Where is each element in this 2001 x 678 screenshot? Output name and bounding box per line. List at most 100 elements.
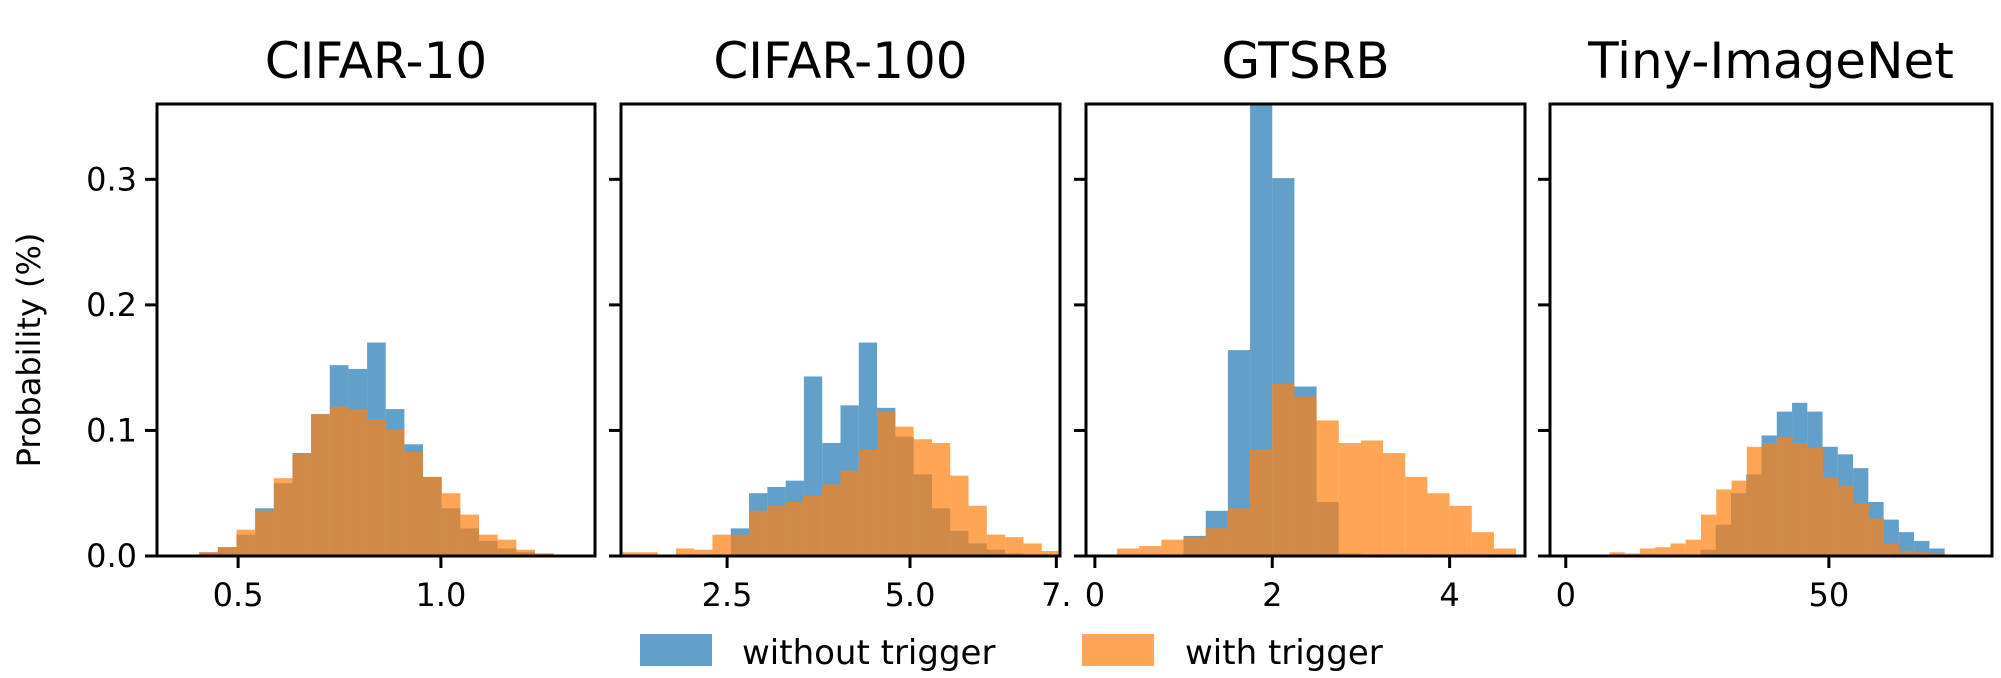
bar (1449, 505, 1472, 556)
bar (621, 552, 640, 556)
legend-swatch-without-trigger (640, 634, 712, 666)
bar (367, 419, 386, 556)
bar (913, 439, 932, 556)
bar (1227, 350, 1251, 556)
bar (785, 502, 804, 556)
panel-cifar-100: CIFAR-100 2.5 5.0 7. (609, 32, 1072, 614)
bar (1792, 443, 1808, 556)
bar (767, 505, 786, 556)
panel-gtsrb: GTSRB 0 2 4 (1074, 32, 1527, 614)
bar (730, 534, 750, 556)
y-tick-label: 0.2 (86, 286, 137, 324)
bar (895, 426, 914, 556)
bar (968, 505, 987, 556)
axes-frame (155, 102, 597, 558)
bar (348, 409, 368, 556)
bar (1383, 453, 1406, 556)
bar (1041, 550, 1060, 556)
bar (236, 529, 256, 556)
x-tick-label: 0 (1085, 576, 1105, 614)
panel-title: CIFAR-100 (713, 32, 967, 90)
x-tick-label: 0 (1556, 576, 1576, 614)
bar (1250, 449, 1273, 556)
x-tick-label: 2.5 (702, 576, 753, 614)
x-tick-label: 4 (1439, 576, 1459, 614)
bar (441, 493, 461, 556)
axes-frame (1548, 102, 1994, 558)
bar (1716, 489, 1732, 556)
bar (712, 534, 731, 556)
panel-title: GTSRB (1221, 32, 1389, 90)
bar (840, 470, 859, 556)
bar (986, 534, 1006, 556)
bar (1868, 518, 1885, 556)
bar (1117, 548, 1140, 556)
axes-frame (619, 102, 1062, 558)
x-tick-label: 2 (1262, 576, 1282, 614)
bar (1655, 547, 1671, 556)
legend-label-without-trigger: without trigger (742, 633, 995, 673)
bar (803, 495, 823, 556)
series-with (621, 411, 1060, 556)
axes-frame (1084, 102, 1527, 558)
bar (1023, 543, 1042, 556)
series-with (199, 406, 573, 556)
bar (1294, 396, 1317, 556)
bar (1853, 503, 1869, 556)
legend-swatch-with-trigger (1082, 634, 1154, 666)
y-tick-label: 0.0 (86, 537, 137, 575)
bar (1161, 539, 1184, 556)
bar (1746, 446, 1763, 556)
bar (694, 549, 713, 556)
series-with (1117, 383, 1517, 556)
x-tick-label: 50 (1809, 576, 1850, 614)
bar (1777, 436, 1793, 556)
x-tick-label: 7. (1041, 576, 1072, 614)
legend: without trigger with trigger (640, 633, 1383, 673)
bar (1139, 545, 1162, 556)
bar (675, 548, 695, 556)
bar (1471, 532, 1494, 556)
panel-title: Tiny-ImageNet (1587, 32, 1954, 90)
y-tick-label: 0.3 (86, 160, 137, 198)
bar (1205, 528, 1228, 556)
bar (423, 476, 442, 556)
bar (1670, 543, 1686, 556)
bar (1405, 476, 1428, 556)
bar (1639, 548, 1656, 556)
bar (1338, 443, 1361, 556)
bar (255, 510, 274, 556)
bar (1360, 440, 1384, 556)
bar (311, 414, 330, 556)
x-tick-label: 0.5 (213, 576, 264, 614)
legend-label-with-trigger: with trigger (1185, 633, 1383, 673)
bar (822, 484, 841, 556)
bar (749, 510, 768, 556)
bar (497, 539, 517, 556)
bar (1493, 548, 1517, 556)
series-with (1578, 436, 1946, 556)
panel-title: CIFAR-10 (265, 32, 487, 90)
bar (460, 514, 480, 556)
bar (1731, 480, 1747, 556)
bar (1609, 552, 1625, 556)
bar (950, 475, 969, 556)
y-axis-label: Probability (%) (10, 233, 48, 468)
bar (292, 454, 312, 556)
y-tick-label: 0.1 (86, 411, 137, 449)
bar (639, 552, 658, 556)
bar (1929, 548, 1945, 556)
bar (1823, 476, 1839, 556)
x-tick-label: 1.0 (415, 576, 466, 614)
bar (1427, 493, 1450, 556)
bar (329, 406, 349, 556)
bar (877, 411, 896, 556)
bar (1316, 420, 1339, 556)
bar (273, 478, 293, 556)
bar (1898, 532, 1915, 556)
bar (1183, 537, 1206, 556)
bar (385, 429, 405, 556)
bar (199, 552, 218, 556)
bar (1914, 552, 1930, 556)
